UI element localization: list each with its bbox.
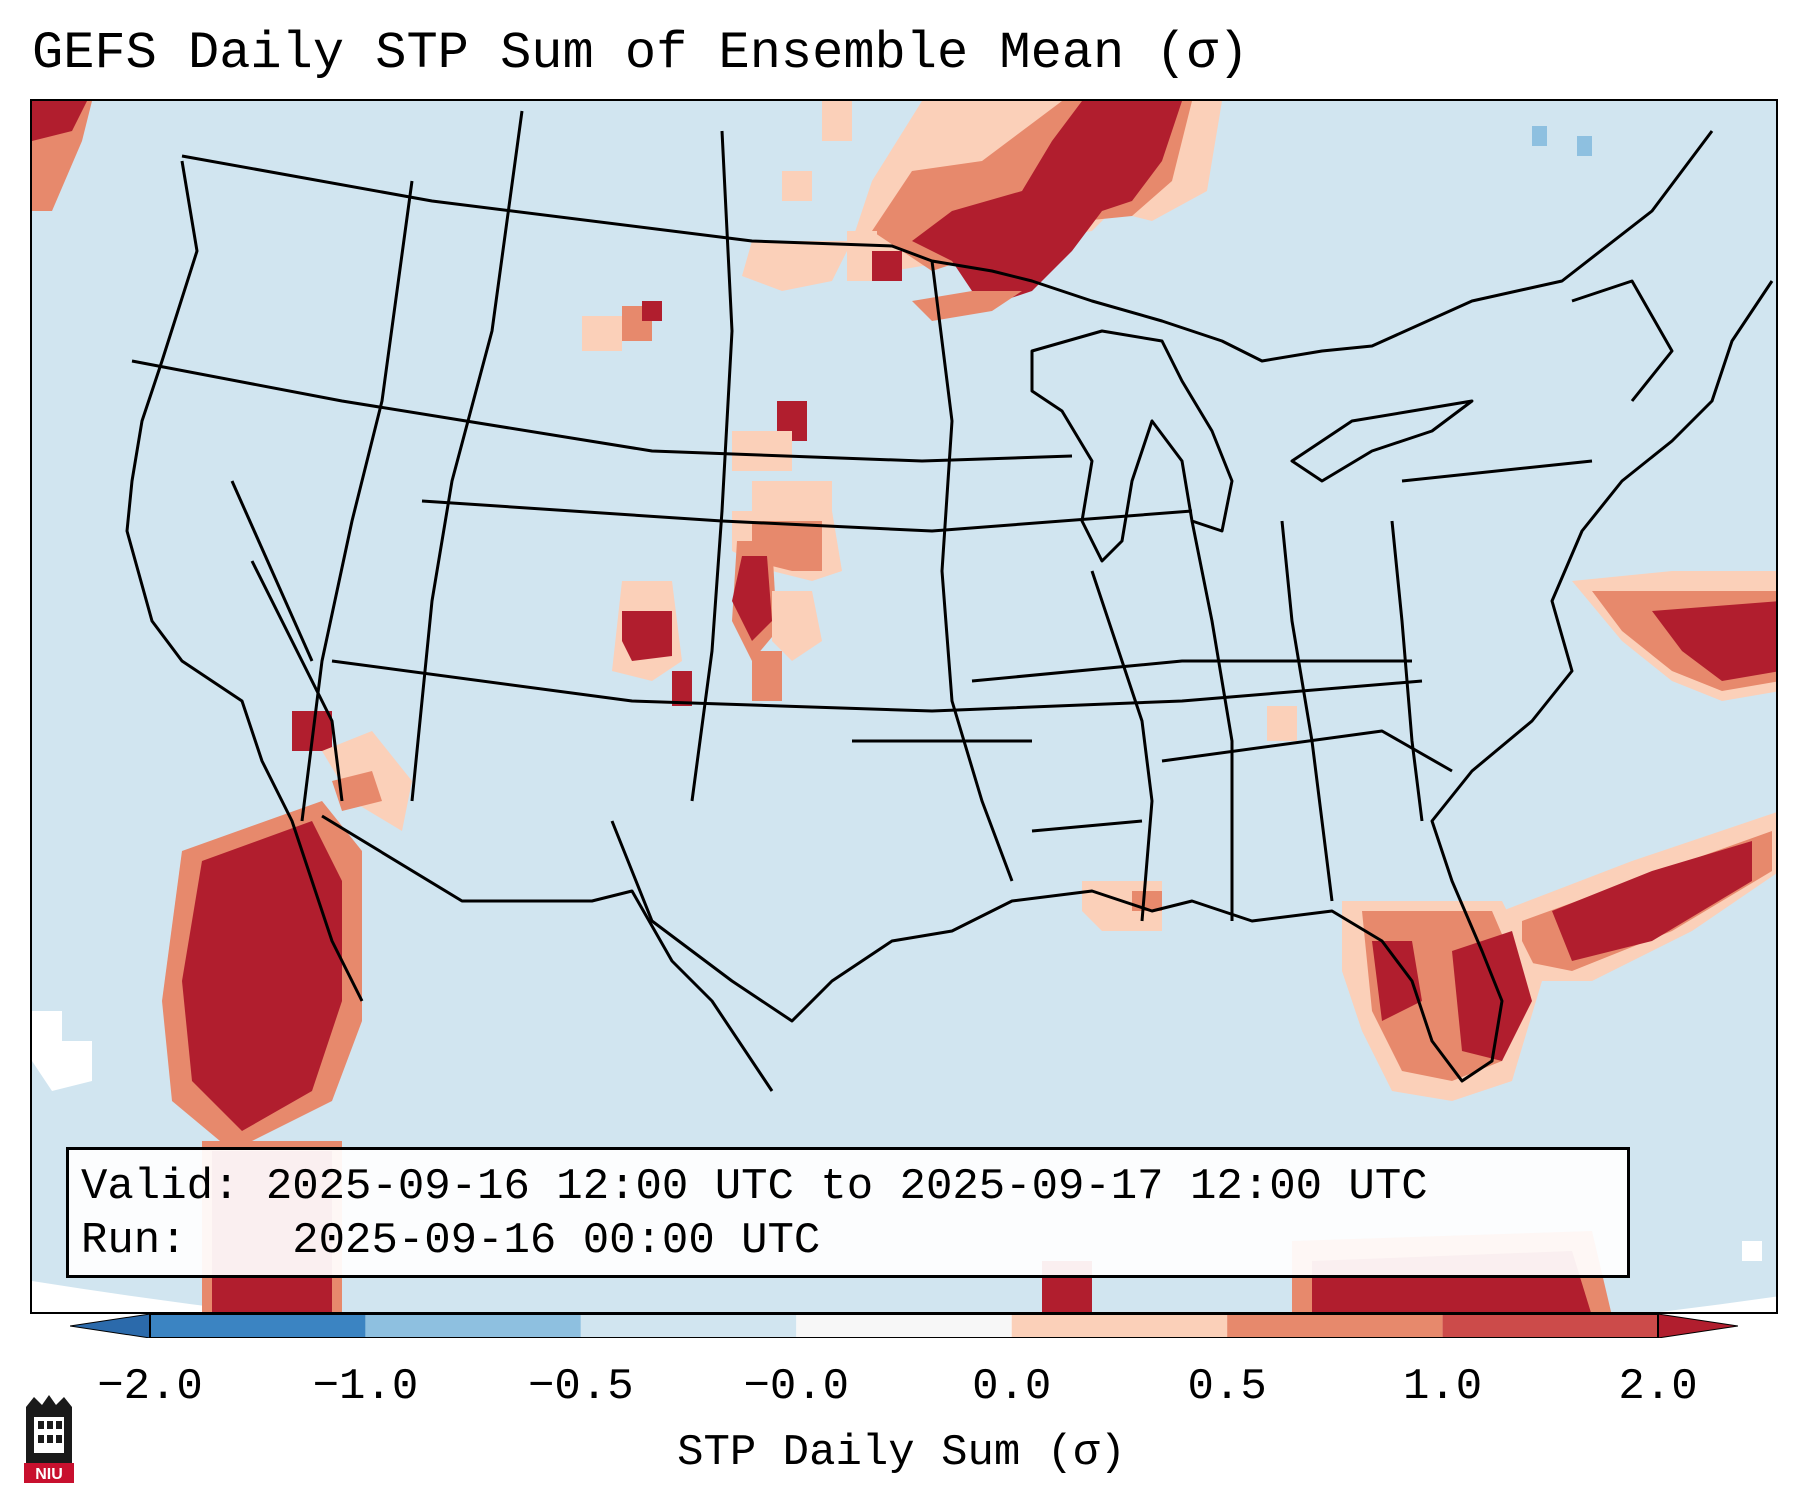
colorbar-segment: [365, 1314, 581, 1338]
map-canvas: [32, 101, 1776, 1312]
colorbar-tick-label: −1.0: [312, 1362, 419, 1412]
state-line: [410, 110, 524, 802]
stp-cell: [742, 241, 852, 291]
stp-cell: [32, 101, 87, 141]
stp-cell: [1652, 601, 1776, 681]
stp-cell: [732, 556, 772, 641]
stp-cell: [1742, 1241, 1762, 1261]
state-line: [230, 480, 314, 662]
colorbar-segment: [150, 1314, 366, 1338]
state-line: [421, 499, 1193, 533]
run-label: Run:: [81, 1216, 187, 1266]
stp-cell: [1552, 841, 1752, 961]
great-lakes: [1290, 399, 1474, 483]
state-line: [1090, 570, 1154, 922]
stp-cell: [182, 821, 342, 1131]
gulf-atlantic-coastline: [610, 280, 1774, 1083]
chart-title: GEFS Daily STP Sum of Ensemble Mean (σ): [32, 24, 1249, 83]
state-line: [1161, 729, 1453, 773]
colorbar-segment: [1011, 1314, 1228, 1338]
colorbar-tick-label: −0.0: [743, 1362, 850, 1412]
state-line: [331, 659, 1423, 713]
state-line: [250, 560, 344, 802]
colorbar-label: STP Daily Sum (σ): [677, 1428, 1126, 1478]
pacific-coastline: [125, 160, 364, 1002]
state-line: [1401, 459, 1593, 483]
run-line: Run: 2025-09-16 00:00 UTC: [81, 1214, 1615, 1268]
colorbar-outline: [149, 1314, 1659, 1338]
valid-line: Valid: 2025-09-16 12:00 UTC to 2025-09-1…: [81, 1160, 1615, 1214]
colorbar-tick-label: 0.5: [1187, 1362, 1267, 1412]
logo-text: NIU: [35, 1466, 63, 1483]
colorbar-segment: [1227, 1314, 1443, 1338]
colorbar-tick-label: −2.0: [97, 1362, 203, 1412]
colorbar-segment: [580, 1314, 797, 1338]
colorbar-extend-over: [1657, 1314, 1738, 1338]
stp-cell: [622, 611, 672, 661]
stp-cell: [1372, 941, 1422, 1021]
colorbar: [70, 1314, 1738, 1338]
state-line: [1031, 819, 1143, 833]
stp-cell: [32, 1011, 92, 1091]
stp-cell: [872, 251, 902, 281]
stp-cell: [1532, 126, 1547, 146]
valid-info-box: Valid: 2025-09-16 12:00 UTC to 2025-09-1…: [66, 1147, 1630, 1278]
state-line: [131, 359, 1073, 463]
state-line: [930, 260, 1014, 882]
us-canada-border: [181, 130, 1714, 363]
valid-label: Valid:: [81, 1162, 240, 1212]
colorbar-tick-label: −0.5: [528, 1362, 634, 1412]
state-line: [1571, 279, 1674, 402]
stp-cell: [642, 301, 662, 321]
stp-cell: [672, 671, 692, 706]
state-line: [300, 180, 414, 822]
state-line: [690, 130, 734, 802]
state-line: [971, 659, 1412, 683]
state-line: [1280, 520, 1334, 902]
stp-cell: [582, 316, 622, 351]
map-boundaries: [125, 110, 1774, 1092]
run-value: 2025-09-16 00:00 UTC: [292, 1216, 821, 1266]
stp-cell: [822, 101, 852, 141]
colorbar-tick-label: 2.0: [1618, 1362, 1698, 1412]
map-panel: [30, 99, 1778, 1314]
stp-cell: [782, 171, 812, 201]
stp-cell: [752, 651, 782, 701]
map-background: [32, 101, 1776, 1312]
state-line: [1390, 520, 1424, 822]
colorbar-extend-under: [70, 1314, 151, 1338]
colorbar-tick-label: 0.0: [972, 1362, 1052, 1412]
stp-cell: [772, 591, 822, 661]
stp-cell: [332, 771, 382, 811]
stp-cell: [732, 431, 792, 471]
colorbar-segment: [1442, 1314, 1658, 1338]
stp-cell: [1267, 706, 1297, 741]
colorbar-tick-label: 1.0: [1402, 1362, 1483, 1412]
niu-logo: NIU: [24, 1395, 74, 1483]
stp-cell: [912, 101, 1182, 301]
stp-cell: [1577, 136, 1592, 156]
state-line: [1190, 520, 1234, 921]
us-mexico-border: [321, 814, 774, 1092]
valid-value: 2025-09-16 12:00 UTC to 2025-09-17 12:00…: [265, 1162, 1428, 1212]
great-lakes: [1030, 329, 1234, 563]
stp-cell: [1452, 931, 1532, 1061]
colorbar-segment: [796, 1314, 1012, 1338]
